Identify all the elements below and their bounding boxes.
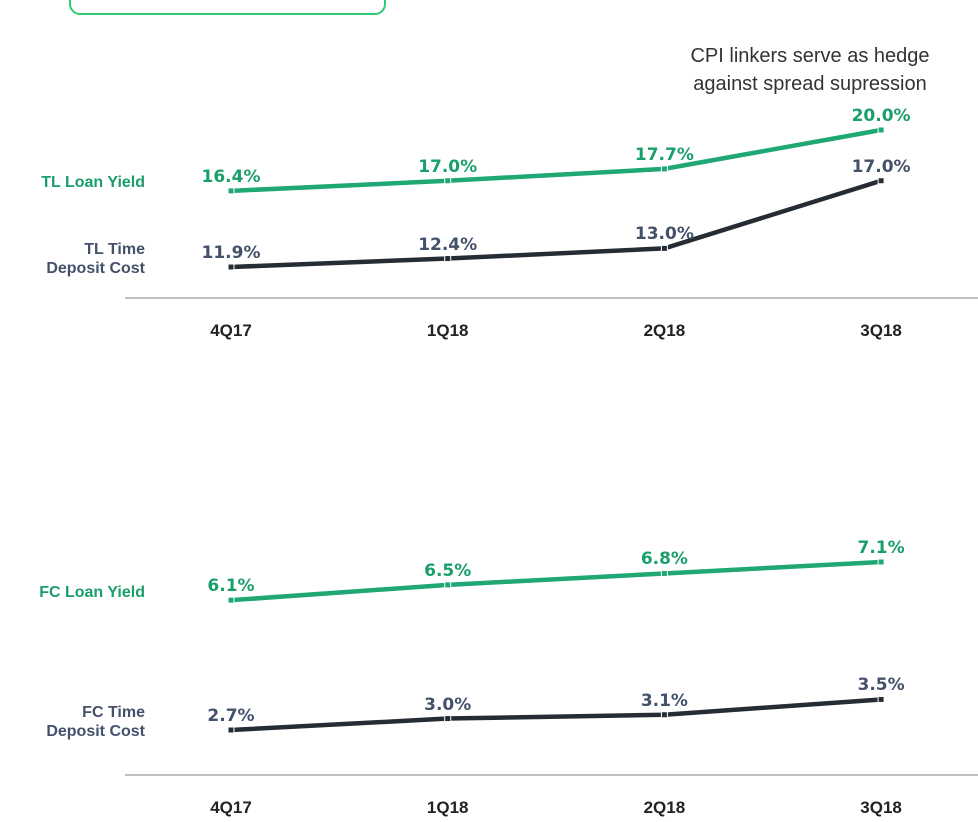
x-tick-label: 1Q18 bbox=[426, 798, 469, 817]
point bbox=[444, 715, 452, 723]
series-line bbox=[230, 178, 882, 270]
point bbox=[444, 255, 452, 263]
point bbox=[444, 177, 452, 185]
point bbox=[660, 244, 668, 252]
annotation: CPI linkers serve as hedge against sprea… bbox=[690, 45, 930, 95]
x-tick-label: 4Q17 bbox=[210, 798, 252, 817]
x-tick-label: 3Q18 bbox=[860, 798, 902, 817]
point bbox=[660, 711, 668, 719]
legend-label: TL Time Deposit Cost bbox=[46, 241, 145, 277]
series-line bbox=[230, 559, 882, 603]
data-label: 16.4% bbox=[201, 166, 261, 187]
data-label: 17.0% bbox=[418, 156, 478, 177]
data-label: 6.8% bbox=[640, 549, 688, 570]
data-label: 2.7% bbox=[207, 706, 255, 726]
point bbox=[660, 165, 668, 173]
legend-label: FC Time Deposit Cost bbox=[46, 704, 145, 740]
x-tick-label: 3Q18 bbox=[860, 321, 902, 340]
series-line bbox=[230, 697, 882, 733]
point bbox=[227, 596, 235, 604]
point bbox=[227, 263, 235, 271]
data-label: 11.9% bbox=[201, 243, 261, 263]
x-tick-label: 1Q18 bbox=[426, 321, 469, 340]
point bbox=[877, 695, 885, 703]
data-label: 6.5% bbox=[424, 560, 472, 581]
point bbox=[444, 581, 452, 589]
point bbox=[227, 187, 235, 195]
data-label: 3.0% bbox=[424, 694, 472, 715]
point bbox=[877, 126, 885, 134]
x-tick-label: 2Q18 bbox=[643, 798, 686, 817]
data-label: 17.0% bbox=[851, 156, 911, 177]
legend-label: TL Loan Yield bbox=[41, 174, 145, 192]
data-label: 17.7% bbox=[634, 144, 694, 165]
data-label: 13.0% bbox=[634, 224, 694, 245]
legend-label: FC Loan Yield bbox=[39, 583, 145, 601]
data-label: 6.1% bbox=[207, 576, 255, 597]
data-label: 3.5% bbox=[857, 675, 905, 696]
x-tick-label: 4Q17 bbox=[210, 321, 252, 340]
point bbox=[660, 569, 668, 577]
data-label: 7.1% bbox=[857, 538, 905, 558]
series-line bbox=[230, 127, 882, 194]
point bbox=[227, 726, 235, 734]
data-label: 12.4% bbox=[418, 234, 478, 255]
data-label: 20.0% bbox=[851, 106, 911, 126]
header-box bbox=[69, 0, 386, 15]
point bbox=[877, 177, 885, 185]
point bbox=[877, 558, 885, 566]
data-label: 3.1% bbox=[640, 690, 688, 711]
x-tick-label: 2Q18 bbox=[643, 321, 686, 340]
